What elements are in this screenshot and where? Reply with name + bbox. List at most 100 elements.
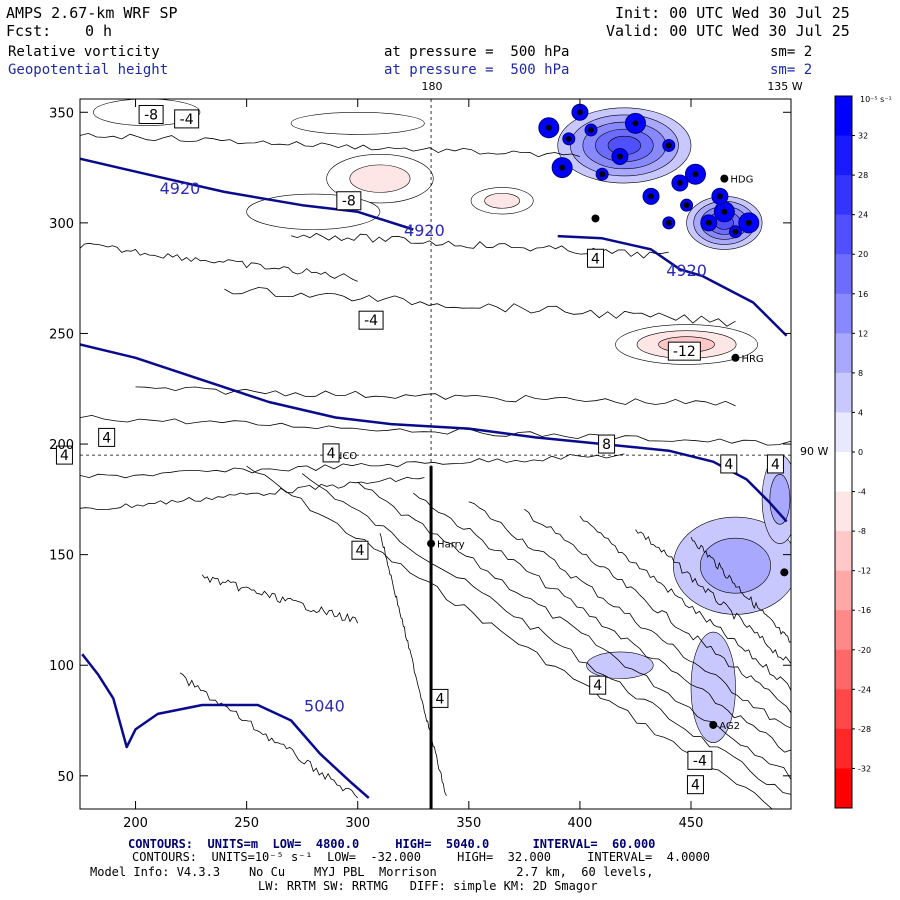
valid-time: Valid: 00 UTC Wed 30 Jul 25 — [606, 22, 850, 40]
station-dot — [709, 720, 718, 729]
height-label: 4920 — [404, 221, 445, 240]
vorticity-label-box — [351, 540, 369, 560]
fcst-value: 0 h — [85, 22, 113, 40]
vorticity-label: 4 — [771, 457, 780, 473]
y-tick-label: 150 — [49, 549, 74, 564]
vorticity-label-box — [336, 191, 362, 211]
vorticity-label-box — [138, 104, 164, 124]
vorticity-label-box — [358, 310, 384, 330]
vorticity-contour — [80, 242, 358, 282]
colorbar-tick-label: -24 — [858, 685, 871, 694]
vorticity-label: 4 — [327, 446, 336, 462]
colorbar-segment — [835, 214, 852, 255]
height-label: 5040 — [304, 697, 345, 716]
vorticity-contour — [301, 473, 791, 795]
vorticity-blob — [769, 474, 791, 525]
colorbar-tick-label: 16 — [858, 290, 868, 299]
colorbar-tick-label: 20 — [858, 250, 868, 259]
vorticity-core-center — [545, 124, 552, 131]
colorbar-unit: 10⁻⁵ s⁻¹ — [860, 95, 892, 104]
colorbar-segment — [835, 333, 852, 374]
vorticity-label-box — [687, 750, 713, 770]
vorticity-contour — [579, 515, 791, 691]
vorticity-core-center — [599, 171, 606, 178]
vorticity-contour — [290, 232, 669, 259]
field2-name: Geopotential height — [8, 62, 169, 78]
x-tick-label: 300 — [345, 816, 370, 831]
height-contour-info: CONTOURS: UNITS=m LOW= 4800.0 HIGH= 5040… — [128, 837, 656, 851]
y-tick-label: 250 — [49, 327, 74, 342]
height-contour — [80, 157, 414, 231]
lon-135w-label: 135 W — [767, 80, 802, 93]
colorbar-segment — [835, 531, 852, 572]
colorbar-tick-label: 12 — [858, 329, 868, 338]
colorbar-segment — [835, 96, 852, 137]
vorticity-core-center — [632, 120, 639, 127]
station-label: AG2 — [719, 721, 740, 732]
colorbar-segment — [835, 254, 852, 295]
x-tick-label: 200 — [123, 816, 148, 831]
plot-frame — [79, 98, 792, 810]
colorbar-tick-label: 4 — [858, 408, 863, 417]
vorticity-label: 4 — [355, 543, 364, 559]
vorticity-label-box — [98, 427, 116, 447]
colorbar-segment — [835, 372, 852, 413]
colorbar-tick-label: 0 — [858, 448, 863, 457]
vorticity-label-box — [766, 454, 784, 474]
vorticity-label: 4 — [593, 678, 602, 694]
x-tick-label: 400 — [568, 816, 593, 831]
height-contours — [80, 157, 788, 799]
colorbar-segment — [835, 412, 852, 453]
colorbar-segment — [835, 610, 852, 651]
height-contour — [80, 343, 788, 523]
y-tick-label: 300 — [49, 217, 74, 232]
vorticity-core-center — [732, 228, 739, 235]
vorticity-core-center — [721, 208, 728, 215]
station-dot — [427, 539, 436, 548]
height-contour — [81, 653, 370, 799]
station-label: Harry — [437, 540, 465, 551]
y-tick-label: 100 — [49, 659, 74, 674]
colorbar-tick-label: -12 — [858, 567, 871, 576]
colorbar-segment — [835, 491, 852, 532]
station-dot — [780, 568, 789, 577]
colorbar-segment — [835, 649, 852, 690]
init-time: Init: 00 UTC Wed 30 Jul 25 — [615, 4, 850, 22]
vorticity-label: -8 — [342, 194, 356, 210]
vorticity-label: -4 — [180, 112, 194, 128]
field1-smoothing: sm= 2 — [770, 44, 813, 60]
vorticity-label: 4 — [435, 691, 444, 707]
vorticity-label-box — [55, 445, 73, 465]
vorticity-label-box — [322, 443, 340, 463]
colorbar-segment — [835, 135, 852, 176]
vorticity-label: 4 — [102, 430, 111, 446]
vorticity-core-center — [559, 164, 566, 171]
height-label: 4920 — [666, 261, 707, 280]
field1-name: Relative vorticity — [8, 44, 160, 60]
lon-90w-label: 90 W — [800, 445, 828, 458]
colorbar-tick-label: -8 — [858, 527, 866, 536]
fcst-label: Fcst: — [6, 22, 52, 40]
colorbar-segment — [835, 452, 852, 493]
vorticity-core-center — [676, 180, 683, 187]
vorticity-label: 8 — [602, 437, 611, 453]
vorticity-contours — [80, 132, 791, 809]
vorticity-blob — [484, 192, 521, 209]
station-dot — [731, 353, 740, 362]
vorticity-contour — [179, 672, 358, 799]
vorticity-blob — [349, 164, 411, 193]
y-tick-label: 50 — [57, 770, 74, 785]
vorticity-label-box — [431, 688, 449, 708]
vorticity-contour — [80, 476, 425, 511]
vorticity-core-center — [648, 193, 655, 200]
vorticity-contour — [80, 132, 581, 158]
colorbar-tick-label: 32 — [858, 132, 868, 141]
colorbar-tick-label: -4 — [858, 488, 866, 497]
vorticity-label-box — [686, 775, 704, 795]
y-tick-label: 350 — [49, 106, 74, 121]
field2-pressure: at pressure = 500 hPa — [384, 62, 570, 78]
field1-pressure: at pressure = 500 hPa — [384, 44, 570, 60]
station-markers: NCO HRG Harry AG2 HDG — [324, 174, 789, 732]
vorticity-labels: -8 -4 -8 4 -4 -12 4 4 4 8 4 4 4 4 4 -4 4 — [55, 104, 784, 795]
